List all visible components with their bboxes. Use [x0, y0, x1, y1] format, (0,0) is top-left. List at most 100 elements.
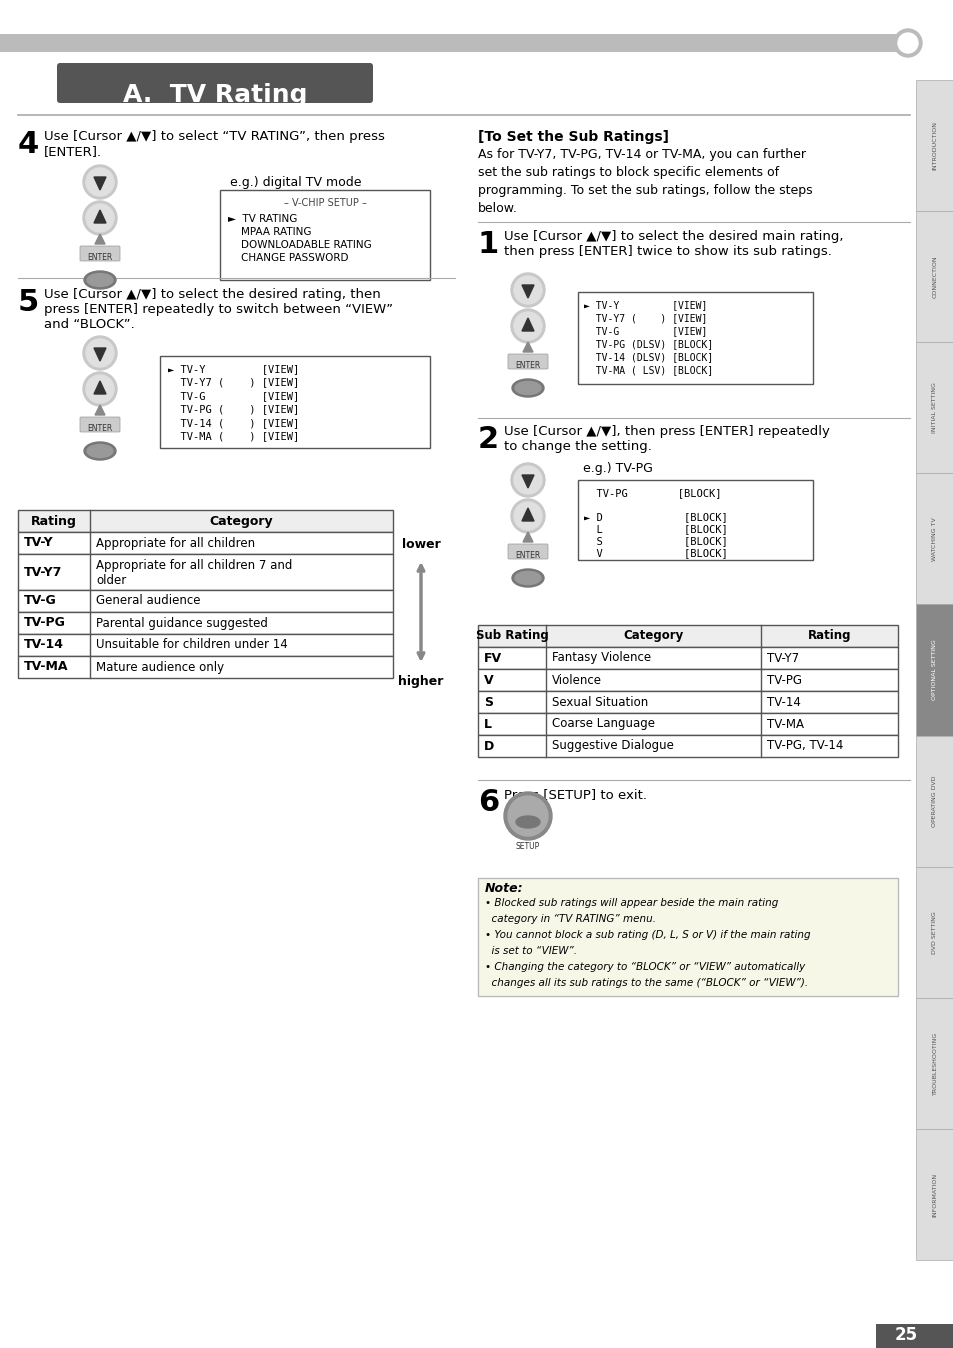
Text: Rating: Rating: [31, 515, 77, 527]
FancyBboxPatch shape: [0, 34, 914, 53]
Circle shape: [511, 462, 544, 497]
FancyBboxPatch shape: [18, 590, 393, 612]
FancyBboxPatch shape: [477, 878, 897, 996]
Text: ► TV-Y         [VIEW]: ► TV-Y [VIEW]: [168, 364, 299, 373]
Text: ENTER: ENTER: [88, 425, 112, 433]
Text: S             [BLOCK]: S [BLOCK]: [583, 537, 727, 546]
Text: WATCHING TV: WATCHING TV: [931, 518, 937, 561]
FancyBboxPatch shape: [915, 998, 953, 1128]
FancyBboxPatch shape: [18, 634, 393, 656]
Circle shape: [86, 168, 113, 195]
Text: V             [BLOCK]: V [BLOCK]: [583, 549, 727, 558]
Text: TV-MA: TV-MA: [766, 717, 803, 731]
Text: • Blocked sub ratings will appear beside the main rating: • Blocked sub ratings will appear beside…: [484, 898, 778, 909]
Circle shape: [83, 336, 117, 369]
Ellipse shape: [515, 381, 540, 395]
Text: 5: 5: [18, 288, 39, 317]
Text: Rating: Rating: [807, 630, 850, 643]
FancyBboxPatch shape: [915, 342, 953, 473]
Circle shape: [511, 274, 544, 307]
Text: General audience: General audience: [96, 594, 200, 608]
FancyBboxPatch shape: [57, 63, 373, 102]
Text: INITIAL SETTING: INITIAL SETTING: [931, 383, 937, 433]
Text: or: or: [521, 310, 534, 324]
Text: A.  TV Rating: A. TV Rating: [123, 84, 307, 106]
Text: Use [Cursor ▲/▼] to select the desired main rating,
then press [ENTER] twice to : Use [Cursor ▲/▼] to select the desired m…: [503, 231, 842, 257]
Text: Suggestive Dialogue: Suggestive Dialogue: [552, 740, 673, 752]
Circle shape: [893, 30, 921, 57]
Text: e.g.) digital TV mode: e.g.) digital TV mode: [230, 177, 361, 189]
Polygon shape: [94, 177, 106, 190]
FancyBboxPatch shape: [915, 473, 953, 604]
FancyBboxPatch shape: [915, 212, 953, 342]
Ellipse shape: [87, 274, 112, 287]
FancyBboxPatch shape: [578, 480, 812, 559]
Text: D: D: [483, 740, 494, 752]
Text: Violence: Violence: [552, 674, 601, 686]
Text: TROUBLESHOOTING: TROUBLESHOOTING: [931, 1031, 937, 1095]
Text: TV-G: TV-G: [24, 594, 56, 608]
Text: TV-14: TV-14: [766, 696, 800, 709]
FancyBboxPatch shape: [18, 612, 393, 634]
FancyBboxPatch shape: [578, 293, 812, 384]
Text: ENTER: ENTER: [515, 551, 540, 559]
Text: 1: 1: [477, 231, 498, 259]
Text: INTRODUCTION: INTRODUCTION: [931, 121, 937, 170]
Text: FV: FV: [483, 651, 501, 665]
Text: Mature audience only: Mature audience only: [96, 661, 224, 674]
FancyBboxPatch shape: [477, 692, 897, 713]
Circle shape: [503, 793, 552, 840]
Text: DOWNLOADABLE RATING: DOWNLOADABLE RATING: [228, 240, 372, 249]
Text: TV-Y7: TV-Y7: [766, 651, 799, 665]
Text: OPERATING DVD: OPERATING DVD: [931, 775, 937, 826]
Text: TV-Y7 (    ) [VIEW]: TV-Y7 ( ) [VIEW]: [583, 313, 706, 324]
Circle shape: [514, 276, 541, 305]
Circle shape: [83, 164, 117, 200]
Circle shape: [507, 797, 547, 836]
Polygon shape: [522, 342, 533, 352]
Polygon shape: [94, 210, 106, 222]
Ellipse shape: [87, 445, 112, 457]
FancyBboxPatch shape: [220, 190, 430, 280]
Text: CONNECTION: CONNECTION: [931, 255, 937, 298]
FancyBboxPatch shape: [477, 713, 897, 735]
FancyBboxPatch shape: [477, 735, 897, 758]
Text: Appropriate for all children 7 and: Appropriate for all children 7 and: [96, 559, 292, 573]
Text: Note:: Note:: [484, 882, 523, 895]
Text: ► D             [BLOCK]: ► D [BLOCK]: [583, 512, 727, 522]
FancyBboxPatch shape: [80, 417, 120, 431]
Text: INFORMATION: INFORMATION: [931, 1173, 937, 1216]
Polygon shape: [95, 404, 105, 415]
Text: Unsuitable for children under 14: Unsuitable for children under 14: [96, 639, 288, 651]
Text: TV-Y7: TV-Y7: [24, 566, 62, 578]
Polygon shape: [94, 381, 106, 394]
Text: TV-G         [VIEW]: TV-G [VIEW]: [168, 391, 299, 400]
Polygon shape: [521, 284, 534, 298]
Text: Use [Cursor ▲/▼] to select the desired rating, then
press [ENTER] repeatedly to : Use [Cursor ▲/▼] to select the desired r…: [44, 288, 393, 332]
Text: older: older: [96, 573, 126, 586]
FancyBboxPatch shape: [915, 867, 953, 998]
Text: DVD SETTING: DVD SETTING: [931, 911, 937, 953]
Text: 2: 2: [477, 425, 498, 454]
Circle shape: [83, 372, 117, 406]
Text: Category: Category: [210, 515, 273, 527]
Circle shape: [511, 309, 544, 342]
FancyBboxPatch shape: [477, 669, 897, 692]
Text: Sub Rating: Sub Rating: [476, 630, 548, 643]
Text: or: or: [93, 202, 106, 214]
Text: TV-MA (    ) [VIEW]: TV-MA ( ) [VIEW]: [168, 431, 299, 442]
Text: TV-PG (DLSV) [BLOCK]: TV-PG (DLSV) [BLOCK]: [583, 338, 713, 349]
Ellipse shape: [84, 442, 116, 460]
Text: ► TV-Y         [VIEW]: ► TV-Y [VIEW]: [583, 301, 706, 310]
Text: V: V: [483, 674, 493, 686]
Text: L             [BLOCK]: L [BLOCK]: [583, 524, 727, 534]
Text: e.g.) TV-PG: e.g.) TV-PG: [582, 462, 652, 474]
FancyBboxPatch shape: [915, 80, 953, 212]
FancyBboxPatch shape: [915, 736, 953, 867]
Polygon shape: [521, 508, 534, 520]
Text: TV-PG: TV-PG: [766, 674, 801, 686]
Text: SETUP: SETUP: [516, 842, 539, 851]
Circle shape: [86, 375, 113, 403]
Text: TV-Y: TV-Y: [24, 537, 53, 550]
Circle shape: [514, 466, 541, 493]
